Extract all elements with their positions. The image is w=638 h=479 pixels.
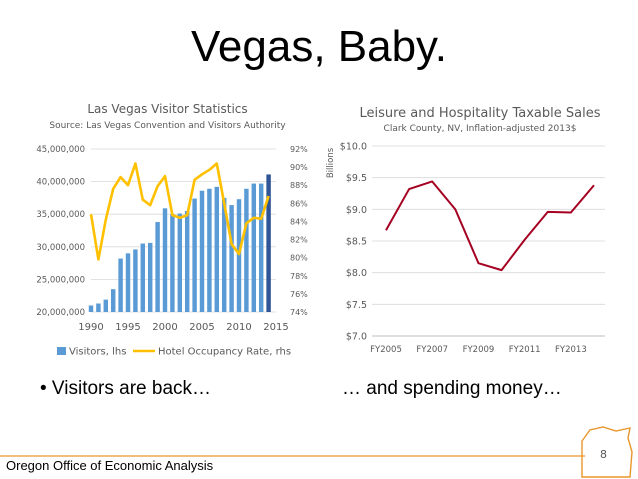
visitor-bar — [184, 210, 190, 312]
y2-tick-label: 86% — [290, 199, 308, 208]
visitor-bar — [118, 258, 123, 312]
legend-label-visitors: Visitors, lhs — [69, 347, 126, 358]
x-tick-label: FY2009 — [463, 345, 495, 355]
visitor-bar — [155, 222, 160, 312]
y-tick-label: $7.5 — [346, 300, 367, 311]
visitor-bar — [229, 205, 234, 312]
visitor-bar — [103, 299, 109, 312]
occupancy-line — [89, 162, 270, 261]
y2-tick-label: 82% — [290, 236, 308, 245]
y-tick-label: 20,000,000 — [36, 308, 85, 318]
visitor-bar — [147, 242, 153, 312]
legend-swatch-visitors — [57, 347, 66, 355]
y-axis-label: Billions — [326, 147, 336, 178]
visitor-bar — [125, 253, 131, 312]
slide-title: Vegas, Baby. — [190, 22, 448, 71]
x-tick-label: 2010 — [226, 322, 251, 333]
visitor-bar — [214, 186, 220, 312]
y-tick-label: $9.5 — [346, 173, 367, 184]
visitor-chart-title: Las Vegas Visitor Statistics — [87, 102, 248, 116]
y-tick-label: 40,000,000 — [36, 178, 85, 188]
visitor-bar — [110, 289, 116, 312]
visitor-bar — [266, 174, 271, 312]
bullet-visitors: • Visitors are back… — [40, 378, 212, 399]
x-tick-label: FY2013 — [555, 345, 587, 355]
visitor-bar — [140, 243, 146, 312]
visitor-bar — [192, 198, 197, 312]
visitor-bar — [177, 213, 183, 312]
y2-tick-label: 84% — [290, 217, 308, 226]
visitor-bar — [96, 303, 101, 312]
y-tick-label: 35,000,000 — [36, 210, 85, 220]
visitor-bar — [170, 214, 175, 312]
taxable-sales-line — [385, 180, 595, 272]
y-tick-label: $7.0 — [346, 332, 367, 343]
y-tick-label: 30,000,000 — [36, 243, 85, 253]
visitor-chart-subtitle: Source: Las Vegas Convention and Visitor… — [49, 121, 286, 131]
visitor-bar — [88, 305, 94, 312]
visitor-bar — [199, 190, 205, 312]
x-tick-label: 1990 — [78, 322, 103, 333]
y-tick-label: 25,000,000 — [36, 275, 85, 285]
x-tick-label: FY2011 — [509, 345, 541, 355]
x-tick-label: 2000 — [152, 322, 177, 333]
y2-tick-label: 90% — [290, 163, 308, 172]
oregon-state-icon — [581, 426, 633, 478]
y-tick-label: $10.0 — [340, 142, 367, 153]
page-number: 8 — [600, 448, 607, 461]
y-tick-label: $8.0 — [346, 268, 367, 279]
x-tick-label: 2015 — [263, 322, 288, 333]
visitor-bar — [162, 208, 168, 312]
x-tick-label: 2005 — [189, 322, 214, 333]
y2-tick-label: 80% — [290, 254, 308, 263]
visitor-bar — [258, 183, 264, 312]
y2-tick-label: 78% — [290, 272, 308, 281]
y-tick-label: $9.0 — [346, 205, 367, 216]
visitor-bar — [236, 199, 242, 312]
bullet-spending: … and spending money… — [342, 378, 562, 399]
y2-tick-label: 88% — [290, 181, 308, 190]
visitor-bar — [207, 188, 212, 312]
x-tick-label: 1995 — [115, 322, 140, 333]
y-tick-label: 45,000,000 — [36, 145, 85, 155]
legend-label-occupancy: Hotel Occupancy Rate, rhs — [158, 347, 291, 358]
visitor-bar — [221, 197, 227, 312]
visitor-bar — [244, 188, 249, 312]
y2-tick-label: 74% — [290, 308, 308, 317]
visitor-bar — [133, 249, 138, 312]
y2-tick-label: 76% — [290, 290, 308, 299]
y2-tick-label: 92% — [290, 145, 308, 154]
sales-chart-title: Leisure and Hospitality Taxable Sales — [359, 106, 601, 121]
sales-chart-subtitle: Clark County, NV, Inflation-adjusted 201… — [383, 124, 577, 134]
footer-text: Oregon Office of Economic Analysis — [6, 458, 214, 473]
y-tick-label: $8.5 — [346, 237, 367, 248]
x-tick-label: FY2005 — [370, 345, 402, 355]
visitor-bar — [251, 183, 257, 312]
x-tick-label: FY2007 — [416, 345, 448, 355]
